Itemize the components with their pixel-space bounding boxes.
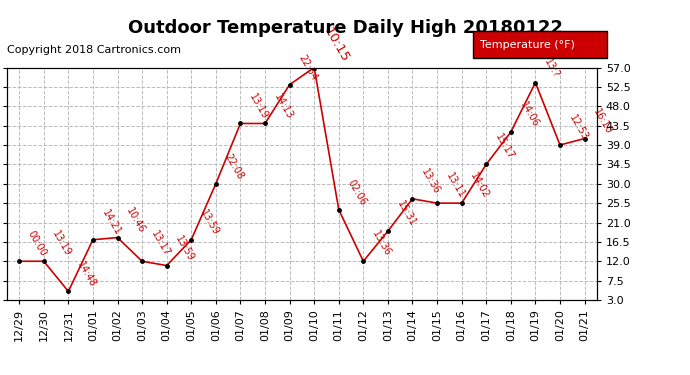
Text: 15:17: 15:17 [493, 132, 516, 162]
Text: 02:06: 02:06 [346, 178, 368, 207]
Text: 16:10: 16:10 [591, 107, 614, 136]
Text: 13:59: 13:59 [198, 208, 221, 237]
Text: Temperature (°F): Temperature (°F) [480, 40, 575, 50]
Text: 13:11: 13:11 [444, 171, 466, 200]
Text: 13:17: 13:17 [149, 230, 172, 258]
Text: 12:53: 12:53 [567, 113, 589, 142]
Text: 15:31: 15:31 [395, 199, 417, 228]
Text: 14:21: 14:21 [100, 208, 123, 237]
Text: 13:36: 13:36 [420, 167, 442, 196]
Text: 22:54: 22:54 [297, 53, 319, 82]
Text: 13:?: 13:? [542, 57, 561, 80]
Text: 10:15: 10:15 [321, 25, 351, 65]
Text: 14:06: 14:06 [518, 100, 540, 129]
Text: Outdoor Temperature Daily High 20180122: Outdoor Temperature Daily High 20180122 [128, 19, 562, 37]
Text: 13:59: 13:59 [174, 234, 196, 263]
Text: 14:02: 14:02 [469, 171, 491, 200]
Text: Copyright 2018 Cartronics.com: Copyright 2018 Cartronics.com [7, 45, 181, 55]
Text: 14:48: 14:48 [75, 260, 98, 289]
Text: 14:13: 14:13 [272, 92, 295, 121]
Text: 00:00: 00:00 [26, 230, 49, 258]
Text: 13:36: 13:36 [371, 230, 393, 258]
Text: 13:19: 13:19 [248, 92, 270, 121]
Text: 10:46: 10:46 [124, 206, 147, 235]
Text: 22:08: 22:08 [223, 152, 246, 181]
Text: 13:19: 13:19 [51, 230, 73, 258]
